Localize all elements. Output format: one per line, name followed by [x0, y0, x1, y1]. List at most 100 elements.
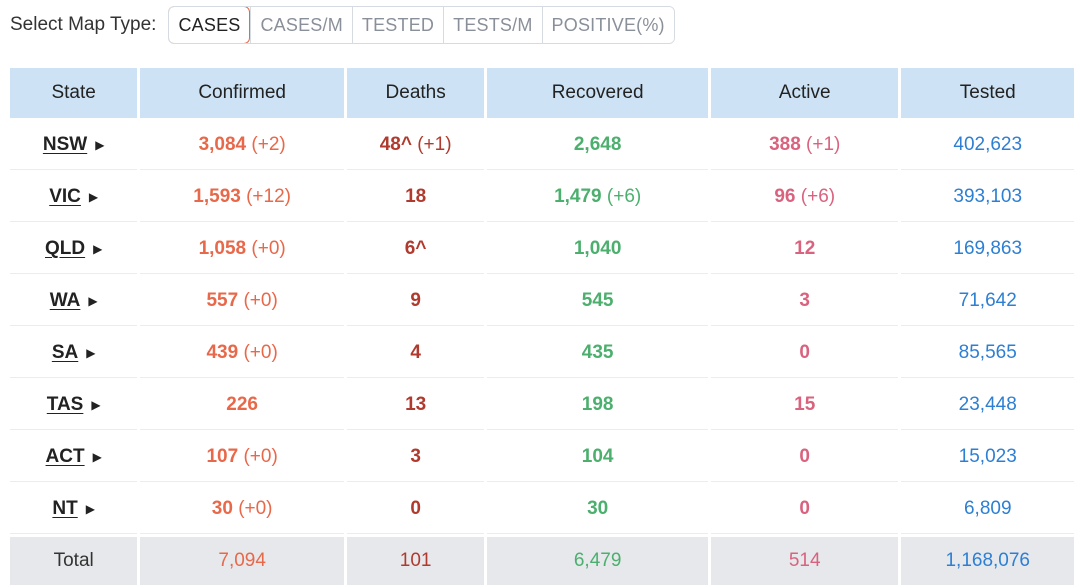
map-type-positive-percent-button[interactable]: POSITIVE(%) [541, 7, 674, 43]
expand-arrow-icon[interactable]: ▶ [85, 501, 95, 516]
tested-cell: 15,023 [901, 433, 1074, 482]
deaths-cell: 3 [346, 433, 485, 482]
total-row: Total 7,094 101 6,479 514 1,168,076 [10, 537, 1074, 585]
deaths-cell: 6^ [346, 225, 485, 274]
deaths-value: 13 [405, 394, 427, 415]
active-value: 96 [774, 186, 796, 207]
total-active: 514 [710, 537, 899, 585]
recovered-value: 1,479 [554, 186, 602, 207]
deaths-value: 48^ [379, 134, 412, 155]
recovered-value: 104 [581, 446, 614, 467]
state-cell[interactable]: SA ▶ [10, 329, 138, 378]
active-delta: (+6) [800, 186, 836, 207]
recovered-value: 198 [581, 394, 614, 415]
deaths-value: 3 [410, 446, 421, 467]
state-link[interactable]: WA [49, 290, 81, 311]
deaths-cell: 18 [346, 173, 485, 222]
header-state[interactable]: State [10, 68, 138, 118]
deaths-delta: (+1) [417, 134, 452, 155]
tested-cell: 402,623 [901, 121, 1074, 170]
deaths-value: 0 [410, 498, 421, 519]
state-link[interactable]: VIC [49, 186, 81, 207]
confirmed-delta: (+0) [238, 498, 273, 519]
header-tested[interactable]: Tested [901, 68, 1074, 118]
recovered-value: 1,040 [573, 238, 622, 259]
confirmed-cell: 1,593 (+12) [140, 173, 344, 222]
total-deaths: 101 [346, 537, 485, 585]
confirmed-value: 226 [226, 394, 258, 415]
expand-arrow-icon[interactable]: ▶ [93, 241, 103, 256]
recovered-value: 435 [581, 342, 614, 363]
table-header-row: State Confirmed Deaths Recovered Active … [10, 68, 1074, 118]
confirmed-value: 1,593 [193, 186, 241, 207]
table-row: SA ▶ 439 (+0) 4 435 0 85,565 [10, 329, 1074, 378]
deaths-value: 6^ [404, 238, 427, 259]
confirmed-delta: (+12) [246, 186, 291, 207]
expand-arrow-icon[interactable]: ▶ [95, 137, 105, 152]
map-type-cases-per-million-button[interactable]: CASES/M [250, 7, 352, 43]
confirmed-cell: 107 (+0) [140, 433, 344, 482]
confirmed-cell: 557 (+0) [140, 277, 344, 326]
table-row: QLD ▶ 1,058 (+0) 6^ 1,040 12 169,863 [10, 225, 1074, 274]
table-row: NSW ▶ 3,084 (+2) 48^ (+1) 2,648 388 (+1) 402,6… [10, 121, 1074, 170]
tested-value: 6,809 [963, 498, 1012, 519]
tested-cell: 23,448 [901, 381, 1074, 430]
state-link[interactable]: NSW [42, 134, 88, 155]
active-cell: 0 [710, 433, 899, 482]
confirmed-delta: (+0) [243, 446, 278, 467]
state-cell[interactable]: NSW ▶ [10, 121, 138, 170]
map-type-tests-per-million-button[interactable]: TESTS/M [443, 7, 542, 43]
recovered-value: 30 [587, 498, 609, 519]
confirmed-value: 557 [206, 290, 239, 311]
active-delta: (+1) [806, 134, 841, 155]
recovered-cell: 30 [487, 485, 708, 534]
state-link[interactable]: ACT [45, 446, 85, 467]
state-link[interactable]: SA [51, 342, 79, 363]
confirmed-delta: (+0) [251, 238, 286, 259]
table-row: VIC ▶ 1,593 (+12) 18 1,479 (+6) 96 (+6) 393,10… [10, 173, 1074, 222]
active-value: 3 [799, 290, 810, 311]
header-recovered[interactable]: Recovered [487, 68, 708, 118]
deaths-value: 4 [410, 342, 421, 363]
expand-arrow-icon[interactable]: ▶ [88, 293, 98, 308]
state-cell[interactable]: VIC ▶ [10, 173, 138, 222]
active-cell: 15 [710, 381, 899, 430]
active-value: 388 [769, 134, 801, 155]
expand-arrow-icon[interactable]: ▶ [88, 189, 99, 204]
state-link[interactable]: NT [52, 498, 78, 519]
active-value: 0 [799, 342, 810, 363]
tested-cell: 169,863 [901, 225, 1074, 274]
state-cell[interactable]: TAS ▶ [10, 381, 138, 430]
state-cell[interactable]: QLD ▶ [10, 225, 138, 274]
expand-arrow-icon[interactable]: ▶ [91, 397, 101, 412]
header-active[interactable]: Active [710, 68, 899, 118]
confirmed-value: 30 [211, 498, 233, 519]
confirmed-value: 3,084 [198, 134, 247, 155]
map-type-cases-button[interactable]: CASES [169, 7, 251, 43]
tested-cell: 393,103 [901, 173, 1074, 222]
header-confirmed[interactable]: Confirmed [140, 68, 344, 118]
recovered-value: 545 [581, 290, 614, 311]
active-cell: 388 (+1) [710, 121, 899, 170]
state-cell[interactable]: WA ▶ [10, 277, 138, 326]
tested-value: 393,103 [953, 186, 1023, 207]
deaths-cell: 0 [346, 485, 485, 534]
expand-arrow-icon[interactable]: ▶ [86, 345, 96, 360]
state-cell[interactable]: NT ▶ [10, 485, 138, 534]
confirmed-cell: 30 (+0) [140, 485, 344, 534]
confirmed-value: 107 [206, 446, 239, 467]
map-type-tested-button[interactable]: TESTED [351, 7, 444, 43]
confirmed-value: 439 [206, 342, 239, 363]
expand-arrow-icon[interactable]: ▶ [92, 449, 102, 464]
state-link[interactable]: QLD [45, 238, 86, 259]
active-value: 12 [794, 238, 816, 259]
total-tested: 1,168,076 [901, 537, 1074, 585]
state-cell[interactable]: ACT ▶ [10, 433, 138, 482]
state-link[interactable]: TAS [46, 394, 84, 415]
confirmed-value: 1,058 [198, 238, 247, 259]
map-type-selector: CASES CASES/M TESTED TESTS/M POSITIVE(%) [168, 6, 675, 44]
deaths-cell: 48^ (+1) [346, 121, 485, 170]
deaths-cell: 13 [346, 381, 485, 430]
active-cell: 12 [710, 225, 899, 274]
header-deaths[interactable]: Deaths [346, 68, 485, 118]
